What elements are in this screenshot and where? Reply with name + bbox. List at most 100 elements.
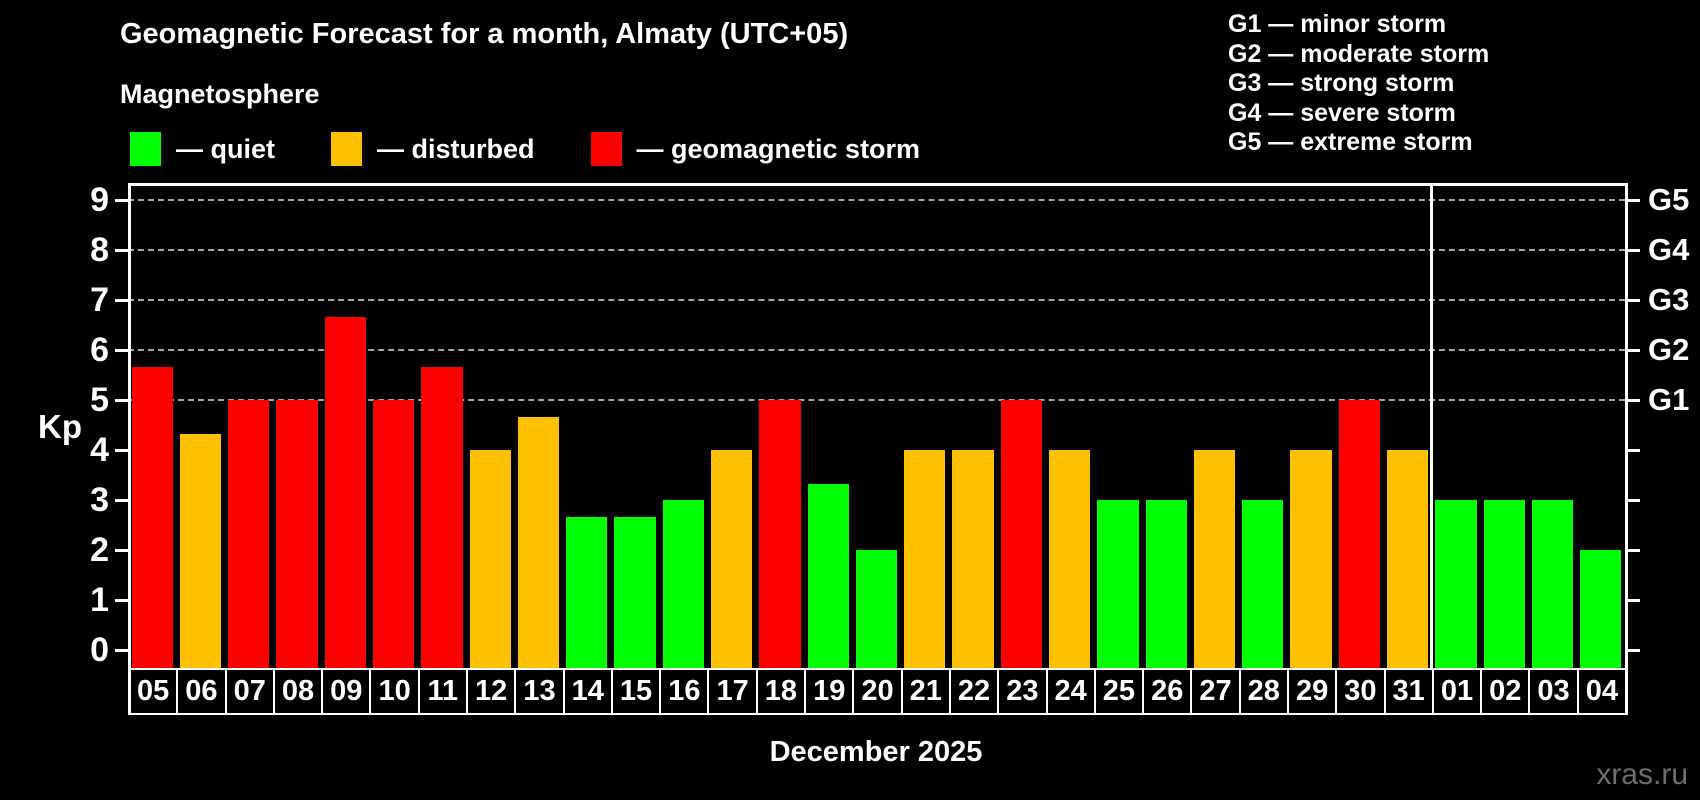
day-label-box: 23 (997, 668, 1048, 715)
bar-day-13 (517, 416, 560, 668)
g-scale-legend-line-3: G3 — strong storm (1228, 69, 1455, 97)
gridline-kp7 (128, 299, 1625, 301)
y-tick-label-5: 5 (90, 381, 109, 419)
day-label-box: 21 (900, 668, 951, 715)
legend-label-quiet: — quiet (176, 133, 275, 164)
bar-day-08 (276, 400, 318, 668)
y-tick-right-7 (1625, 298, 1640, 302)
legend-item-storm: — geomagnetic storm (590, 132, 920, 166)
bar-day-06 (179, 433, 222, 668)
y-tick-right-1 (1625, 598, 1640, 602)
y-tick-right-9 (1625, 198, 1640, 202)
bar-day-27 (1193, 450, 1236, 668)
g-scale-legend-line-2: G2 — moderate storm (1228, 39, 1490, 68)
day-label-box: 27 (1190, 668, 1241, 715)
day-label-box: 20 (852, 668, 903, 715)
y-tick-right-0 (1625, 648, 1640, 652)
day-label-box: 02 (1480, 668, 1531, 715)
y-tick-right-2 (1625, 548, 1640, 552)
month-divider-line (1430, 183, 1434, 668)
day-label-box: 17 (707, 668, 758, 715)
day-label-box: 03 (1528, 668, 1579, 715)
plot-frame-right (1625, 183, 1628, 715)
y-tick-label-4: 4 (90, 431, 109, 469)
y-tick-left-2 (115, 548, 128, 552)
day-label-box: 28 (1238, 668, 1289, 715)
quiet-swatch-icon (130, 132, 161, 166)
day-label-box: 24 (1045, 668, 1096, 715)
bar-day-02 (1483, 500, 1525, 668)
bar-day-28 (1242, 500, 1284, 668)
y-tick-label-2: 2 (90, 531, 109, 569)
bar-day-07 (228, 400, 270, 668)
bar-day-26 (1145, 500, 1187, 668)
y-tick-left-7 (115, 298, 128, 302)
g-axis-label-G5: G5 (1648, 182, 1690, 217)
bar-day-22 (952, 450, 994, 668)
day-label-box: 04 (1576, 668, 1627, 715)
day-label-box: 11 (417, 668, 469, 715)
g-axis-label-G2: G2 (1648, 332, 1690, 367)
storm-swatch-icon (590, 132, 622, 166)
day-label-box: 05 (128, 668, 179, 715)
g-axis-label-G4: G4 (1648, 232, 1690, 267)
y-tick-left-8 (115, 248, 128, 252)
bar-day-05 (131, 366, 173, 668)
day-label-box: 01 (1431, 668, 1483, 715)
day-label-box: 07 (224, 668, 275, 715)
legend: — quiet — disturbed — geomagnetic storm (130, 130, 976, 168)
day-label-box: 18 (755, 668, 807, 715)
gridline-kp6 (128, 349, 1625, 351)
gridline-kp8 (128, 249, 1625, 251)
day-label-box: 29 (1286, 668, 1338, 715)
legend-item-disturbed: — disturbed (331, 132, 535, 166)
day-label-box: 12 (466, 668, 517, 715)
y-tick-right-8 (1625, 248, 1640, 252)
day-label-box: 08 (272, 668, 324, 715)
gridline-kp9 (128, 199, 1625, 201)
y-tick-left-0 (115, 648, 128, 652)
day-label-box: 14 (562, 668, 613, 715)
y-tick-label-3: 3 (90, 481, 109, 519)
bar-day-25 (1097, 500, 1139, 668)
disturbed-swatch-icon (331, 132, 362, 166)
day-label-box: 10 (369, 668, 420, 715)
y-tick-label-7: 7 (90, 281, 109, 319)
bar-day-14 (566, 516, 608, 668)
bar-day-01 (1435, 500, 1477, 668)
y-tick-left-5 (115, 398, 128, 402)
bar-day-18 (759, 400, 801, 668)
y-tick-right-3 (1625, 498, 1640, 502)
y-axis-label: Kp (38, 408, 82, 445)
bar-day-04 (1580, 550, 1622, 668)
x-axis-label: December 2025 (769, 736, 983, 768)
bar-day-23 (1000, 400, 1042, 668)
legend-item-quiet: — quiet (130, 132, 275, 166)
bar-day-12 (469, 450, 511, 668)
bar-day-09 (324, 316, 366, 668)
g-scale-legend: G1 — minor storm G2 — moderate storm G3 — … (1228, 10, 1489, 158)
bar-day-20 (855, 550, 898, 668)
bar-day-19 (807, 483, 849, 668)
g-axis-label-G3: G3 (1648, 282, 1690, 317)
day-label-box: 22 (948, 668, 1000, 715)
day-label-box: 09 (321, 668, 372, 715)
g-scale-legend-line-4: G4 — severe storm (1228, 98, 1456, 127)
bar-day-24 (1049, 450, 1091, 668)
y-tick-label-0: 0 (90, 631, 109, 669)
day-label-box: 25 (1093, 668, 1145, 715)
plot-frame-top (128, 183, 1628, 186)
watermark: xras.ru (1596, 758, 1688, 791)
y-tick-label-6: 6 (90, 331, 109, 369)
day-label-box: 30 (1335, 668, 1386, 715)
g-scale-legend-line-1: G1 — minor storm (1228, 10, 1447, 38)
bar-day-16 (662, 500, 704, 668)
day-label-box: 06 (176, 668, 227, 715)
y-tick-label-8: 8 (90, 231, 109, 269)
bar-day-15 (614, 516, 656, 668)
bar-day-31 (1387, 450, 1429, 668)
bar-day-10 (372, 400, 415, 668)
bar-day-03 (1531, 500, 1574, 668)
day-label-box: 15 (610, 668, 662, 715)
